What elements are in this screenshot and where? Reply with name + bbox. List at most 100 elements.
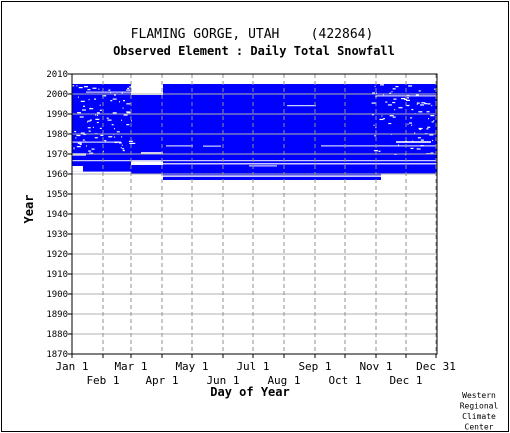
missing-day-mark — [79, 116, 84, 118]
missing-data-gap — [141, 152, 163, 154]
missing-day-mark — [129, 86, 132, 88]
missing-day-mark — [131, 142, 136, 145]
credit-line: Regional — [460, 402, 499, 411]
missing-day-mark — [128, 140, 133, 142]
missing-day-mark — [371, 114, 374, 116]
missing-day-mark — [122, 148, 125, 150]
y-tick-label: 1960 — [46, 170, 68, 180]
missing-day-mark — [72, 85, 75, 87]
missing-day-mark — [382, 94, 384, 96]
missing-day-mark — [121, 92, 123, 94]
missing-day-mark — [88, 150, 92, 152]
y-tick-label: 1920 — [46, 250, 68, 260]
missing-day-mark — [401, 97, 406, 100]
missing-day-mark — [110, 91, 112, 94]
missing-day-mark — [76, 85, 78, 87]
missing-day-mark — [409, 122, 413, 124]
missing-data-gap — [287, 105, 316, 107]
y-tick-label: 1980 — [46, 130, 68, 140]
missing-day-mark — [123, 114, 128, 116]
missing-day-mark — [372, 92, 376, 94]
x-tick-label-lower: Aug 1 — [267, 374, 300, 387]
missing-data-gap — [203, 145, 221, 147]
missing-day-mark — [75, 137, 77, 139]
missing-day-mark — [87, 127, 91, 129]
missing-day-mark — [113, 128, 115, 130]
missing-data-gap — [166, 145, 193, 147]
missing-day-mark — [392, 101, 396, 104]
missing-day-mark — [99, 109, 102, 111]
missing-day-mark — [411, 124, 413, 126]
credit-line: Western — [462, 391, 496, 400]
missing-day-mark — [430, 152, 434, 154]
missing-day-mark — [126, 103, 131, 105]
missing-day-mark — [121, 144, 123, 146]
missing-day-mark — [95, 114, 97, 116]
y-tick-label: 1990 — [46, 110, 68, 120]
missing-day-mark — [84, 86, 89, 88]
missing-data-gap — [72, 166, 83, 172]
missing-day-mark — [416, 148, 421, 150]
missing-day-mark — [387, 104, 392, 106]
missing-day-mark — [414, 132, 416, 134]
missing-day-mark — [126, 124, 130, 126]
y-tick-label: 1890 — [46, 310, 68, 320]
missing-day-mark — [99, 127, 102, 129]
missing-data-gap — [381, 173, 437, 180]
missing-day-mark — [73, 147, 75, 149]
missing-data-gap — [86, 91, 131, 93]
missing-day-mark — [415, 94, 419, 96]
axis-layer: 1870 1880 1890 1900 1910 1920 1930 1940 1950 1960… — [46, 70, 456, 387]
missing-day-mark — [120, 147, 122, 149]
missing-day-mark — [418, 90, 421, 92]
missing-day-mark — [427, 126, 431, 128]
missing-day-mark — [122, 149, 125, 152]
missing-day-mark — [410, 117, 413, 119]
chart-subtitle: Observed Element : Daily Total Snowfall — [113, 44, 395, 58]
missing-day-mark — [408, 85, 413, 87]
y-axis-label: Year — [22, 195, 36, 224]
missing-data-gap — [72, 160, 437, 162]
missing-day-mark — [379, 118, 384, 121]
missing-day-mark — [373, 124, 375, 126]
missing-day-mark — [416, 102, 420, 104]
missing-day-mark — [410, 147, 414, 150]
missing-day-mark — [393, 98, 397, 100]
y-tick-label: 1900 — [46, 290, 68, 300]
missing-day-mark — [116, 131, 120, 133]
missing-data-gap — [163, 175, 437, 177]
missing-day-mark — [85, 141, 87, 143]
missing-day-mark — [102, 95, 107, 97]
x-tick-label-lower: Oct 1 — [328, 374, 361, 387]
data-layer — [72, 81, 438, 180]
y-tick-label: 1950 — [46, 190, 68, 200]
missing-day-mark — [392, 116, 396, 118]
missing-day-mark — [92, 126, 94, 128]
missing-day-mark — [110, 100, 113, 102]
missing-day-mark — [113, 94, 116, 96]
missing-day-mark — [96, 112, 100, 114]
missing-day-mark — [424, 103, 428, 105]
missing-day-mark — [106, 117, 109, 119]
y-tick-label: 1910 — [46, 270, 68, 280]
missing-day-mark — [123, 100, 126, 102]
missing-day-mark — [434, 88, 436, 90]
missing-day-mark — [83, 105, 86, 107]
missing-day-mark — [417, 137, 421, 139]
missing-day-mark — [100, 134, 104, 136]
missing-day-mark — [127, 87, 130, 89]
missing-day-mark — [412, 140, 414, 142]
missing-day-mark — [374, 135, 377, 137]
missing-day-mark — [418, 111, 423, 113]
x-axis-label: Day of Year — [210, 385, 289, 399]
missing-day-mark — [433, 120, 435, 122]
missing-day-mark — [419, 128, 422, 131]
missing-day-mark — [94, 137, 98, 139]
missing-day-mark — [421, 102, 426, 104]
missing-data-gap — [72, 81, 131, 84]
missing-day-mark — [428, 118, 430, 120]
x-tick-label-upper: Mar 1 — [114, 360, 147, 373]
missing-day-mark — [426, 128, 429, 130]
missing-day-mark — [82, 139, 85, 141]
